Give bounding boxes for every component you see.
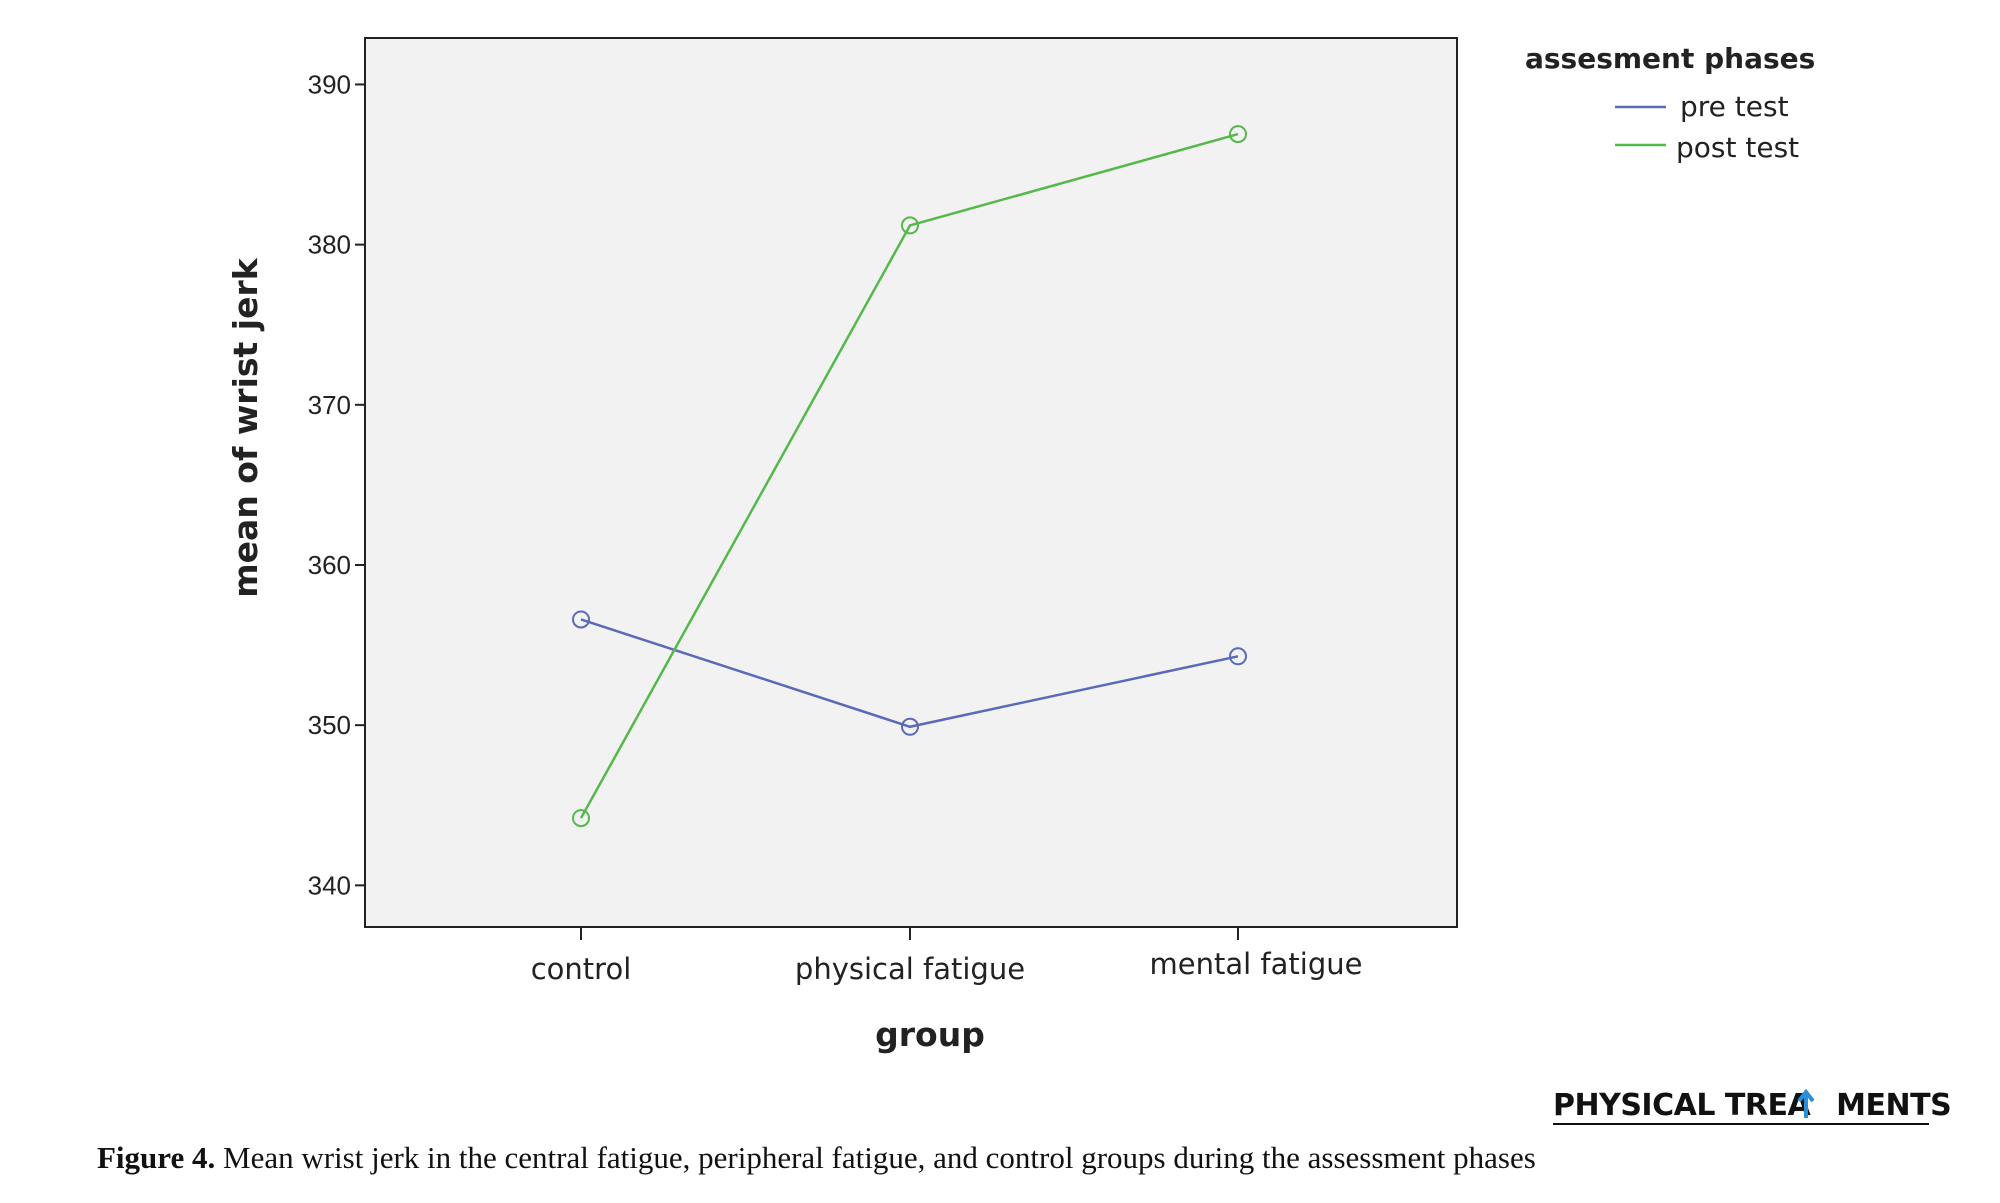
data-point-post-test [901,216,919,235]
plot-area [364,37,1458,928]
series-layer [572,125,1247,828]
logo-text-left: PHYSICAL TREA [1553,1088,1811,1123]
physical-treatments-logo: PHYSICAL TREA MENTS [1553,1088,1952,1125]
data-point-post-test [1229,125,1247,144]
y-tick-label: 380 [308,230,351,260]
legend: assesment phases pre test post test [1525,42,1815,164]
data-point-pre-test [901,717,919,736]
figure-caption: Figure 4. Mean wrist jerk in the central… [97,1140,1536,1175]
logo-arrow-icon [1797,1088,1815,1118]
logo-text: PHYSICAL TREA MENTS [1553,1088,1951,1123]
series-line-pre-test [580,618,1239,729]
y-tick-label: 390 [308,69,351,99]
legend-label-post-test: post test [1676,131,1799,164]
y-axis-title: mean of wrist jerk [226,257,265,597]
legend-title: assesment phases [1525,42,1815,75]
y-tick-label: 340 [308,870,351,900]
caption-text: Mean wrist jerk in the central fatigue, … [215,1140,1536,1175]
data-point-post-test [572,809,590,828]
x-tick-label: control [531,952,632,986]
logo-text-right: MENTS [1836,1088,1951,1123]
x-tick-label: physical fatigue [795,952,1025,986]
legend-label-pre-test: pre test [1680,90,1789,123]
y-tick-label: 360 [308,550,351,580]
y-tick-label: 350 [308,710,351,740]
y-tick-label: 370 [308,390,351,420]
x-axis-title: group [875,1015,985,1054]
y-axis-ticks: 340 350 360 370 380 390 [308,69,365,900]
x-axis-ticks: control physical fatigue mental fatigue [531,927,1363,986]
caption-label: Figure 4. [97,1140,215,1175]
series-line-post-test [579,132,1239,819]
x-tick-label: mental fatigue [1150,947,1363,981]
data-point-pre-test [1229,647,1247,666]
data-point-pre-test [572,610,590,629]
